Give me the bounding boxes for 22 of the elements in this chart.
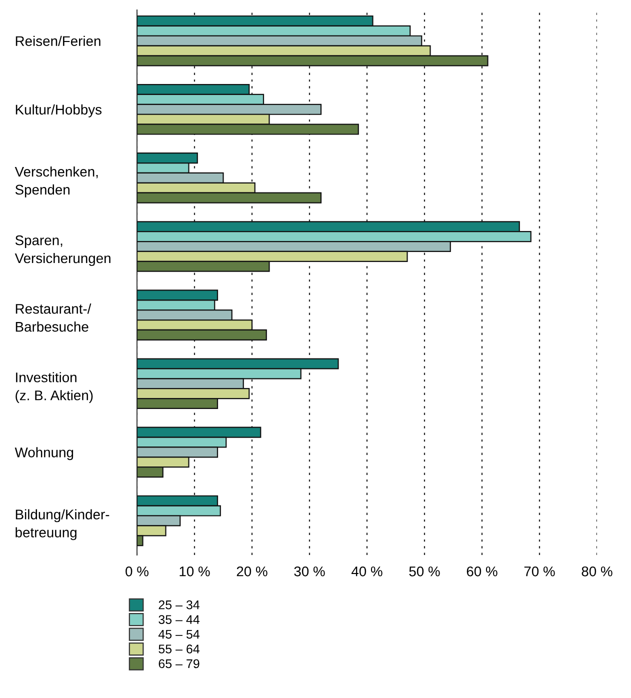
legend-label: 55 – 64 bbox=[158, 644, 200, 654]
y-tick-label: Investition (z. B. Aktien) bbox=[16, 372, 93, 404]
legend-label: 45 – 54 bbox=[158, 630, 200, 639]
x-tick-label: 20 % bbox=[236, 566, 268, 576]
x-tick-label: 50 % bbox=[409, 566, 440, 576]
legend-label: 25 – 34 bbox=[158, 600, 200, 610]
y-tick-label: Verschenken, Spenden bbox=[14, 166, 98, 198]
x-tick-label: 70 % bbox=[524, 566, 555, 576]
x-tick-label: 40 % bbox=[351, 566, 382, 576]
y-tick-label: Bildung/Kinder- betreuung bbox=[16, 509, 110, 540]
x-tick-label: 60 % bbox=[466, 566, 498, 576]
y-tick-label: Reisen/Ferien bbox=[16, 36, 100, 46]
x-tick-label: 30 % bbox=[294, 566, 325, 576]
y-tick-label: Kultur/Hobbys bbox=[16, 104, 102, 118]
legend-label: 35 – 44 bbox=[158, 615, 200, 624]
x-tick-label: 0 % bbox=[126, 566, 148, 576]
y-tick-label: Sparen, Versicherungen bbox=[14, 235, 110, 266]
x-tick-label: 80 % bbox=[582, 566, 612, 576]
y-tick-label: Wohnung bbox=[14, 447, 74, 460]
y-tick-label: Restaurant-/ Barbesuche bbox=[16, 304, 92, 332]
x-tick-label: 10 % bbox=[180, 566, 210, 576]
legend-label: 65 – 79 bbox=[158, 659, 200, 668]
